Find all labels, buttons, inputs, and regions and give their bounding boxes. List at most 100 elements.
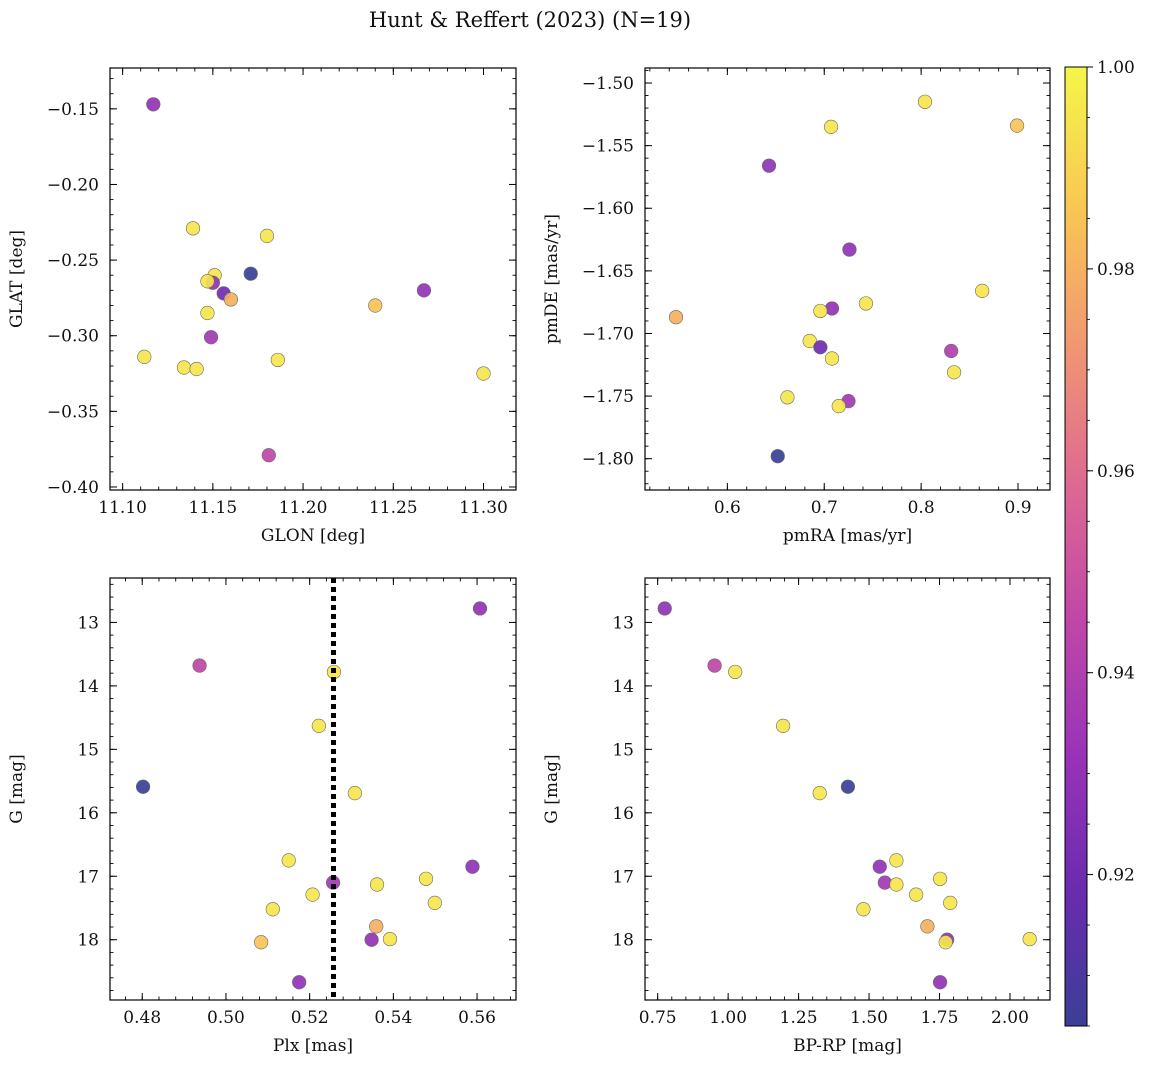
x-tick-label: 11.15 (189, 498, 238, 518)
data-point (975, 283, 990, 298)
x-axis-label: pmRA [mas/yr] (783, 526, 912, 546)
data-point (889, 853, 904, 868)
data-point (270, 352, 285, 368)
data-point (938, 935, 953, 950)
data-point (427, 895, 442, 911)
data-point (465, 859, 480, 874)
x-tick-label: 0.8 (908, 498, 935, 518)
data-point (1009, 118, 1025, 133)
y-tick-label: −1.70 (582, 324, 634, 344)
y-tick-label: 18 (612, 931, 634, 951)
y-tick-label: 13 (612, 613, 634, 633)
data-point (802, 333, 817, 349)
data-point (889, 877, 904, 892)
x-tick-label: 1.50 (850, 1008, 888, 1028)
data-point (137, 349, 152, 364)
y-tick-label: −0.40 (47, 478, 99, 498)
colorbar: 0.92 0.94 0.96 0.98 1.00 (1064, 58, 1135, 1027)
data-point (368, 298, 383, 313)
data-point (265, 902, 280, 917)
data-point (472, 601, 488, 616)
data-point (1022, 931, 1037, 947)
data-point (185, 221, 201, 236)
y-axis-label: G [mag] (542, 754, 562, 823)
data-point (416, 283, 432, 298)
data-point (382, 931, 398, 947)
data-point (203, 330, 219, 345)
data-point (812, 786, 827, 801)
colorbar-tick-label: 0.94 (1097, 664, 1135, 684)
data-point (943, 895, 958, 911)
data-point (840, 779, 856, 794)
y-tick-label: 14 (77, 677, 99, 697)
y-tick-label: 15 (612, 740, 634, 760)
x-tick-label: 2.00 (991, 1008, 1029, 1028)
y-tick-label: −0.25 (47, 251, 99, 271)
panel-glon-glat: 11.10 11.15 11.20 11.25 11.30 −0.40 −0.35 −0.30… (7, 67, 517, 546)
y-tick-label: −1.80 (582, 450, 634, 470)
x-tick-label: 0.52 (291, 1008, 329, 1028)
y-tick-label: −0.15 (47, 100, 99, 120)
data-point (292, 975, 307, 990)
data-point (831, 399, 846, 414)
data-point (369, 877, 385, 892)
data-point (770, 449, 785, 464)
data-point (476, 366, 491, 381)
data-point (920, 919, 935, 934)
data-point (872, 859, 887, 874)
data-point (261, 448, 276, 463)
axes-frame (644, 67, 1051, 491)
data-point (243, 266, 258, 281)
y-tick-label: 16 (77, 804, 99, 824)
data-point (176, 360, 192, 375)
y-tick-label: 13 (77, 613, 99, 633)
data-point (932, 871, 948, 886)
data-point (281, 853, 296, 868)
data-point (305, 887, 320, 902)
x-tick-label: 11.30 (459, 498, 508, 518)
colorbar-tick-label: 0.98 (1097, 260, 1135, 280)
panel-plx-g: 0.48 0.50 0.52 0.54 0.56 13 14 15 16 17 18 Plx [mas… (7, 577, 517, 1056)
x-axis-label: BP-RP [mag] (793, 1036, 902, 1056)
axes-frame (644, 577, 1051, 1001)
colorbar-tick-label: 1.00 (1097, 58, 1135, 78)
x-tick-label: 11.10 (98, 498, 147, 518)
data-point (223, 292, 238, 307)
figure-title: Hunt & Reffert (2023) (N=19) (369, 8, 691, 32)
x-tick-label: 11.20 (279, 498, 328, 518)
y-tick-label: −0.30 (47, 327, 99, 347)
x-axis-label: GLON [deg] (261, 526, 365, 546)
data-point (135, 779, 151, 794)
y-tick-label: 17 (612, 867, 634, 887)
data-point (776, 718, 791, 733)
data-point (146, 97, 161, 112)
y-tick-label: −1.65 (582, 262, 634, 282)
data-point (364, 932, 379, 947)
x-tick-label: 1.00 (709, 1008, 747, 1028)
y-axis-label: GLAT [deg] (7, 230, 27, 328)
x-tick-label: 1.75 (921, 1008, 959, 1028)
colorbar-tick-label: 0.92 (1097, 866, 1135, 886)
y-tick-label: 18 (77, 931, 99, 951)
y-tick-label: −1.50 (582, 74, 634, 94)
x-axis-label: Plx [mas] (273, 1036, 353, 1056)
y-axis-label: pmDE [mas/yr] (542, 214, 562, 344)
y-tick-label: 14 (612, 677, 634, 697)
y-tick-label: 15 (77, 740, 99, 760)
data-point (347, 786, 362, 801)
x-tick-label: 0.54 (374, 1008, 412, 1028)
colorbar-gradient (1064, 66, 1088, 1027)
data-point (369, 919, 384, 934)
data-point (932, 975, 948, 990)
colorbar-tick-label: 0.96 (1097, 462, 1135, 482)
data-point (728, 664, 743, 680)
data-point (418, 871, 434, 886)
x-tick-label: 0.56 (458, 1008, 496, 1028)
data-point (707, 658, 722, 673)
x-tick-label: 0.6 (714, 498, 741, 518)
axes-frame (109, 67, 517, 491)
data-point (657, 601, 672, 616)
axes-frame (109, 577, 517, 1001)
x-tick-label: 0.50 (207, 1008, 245, 1028)
